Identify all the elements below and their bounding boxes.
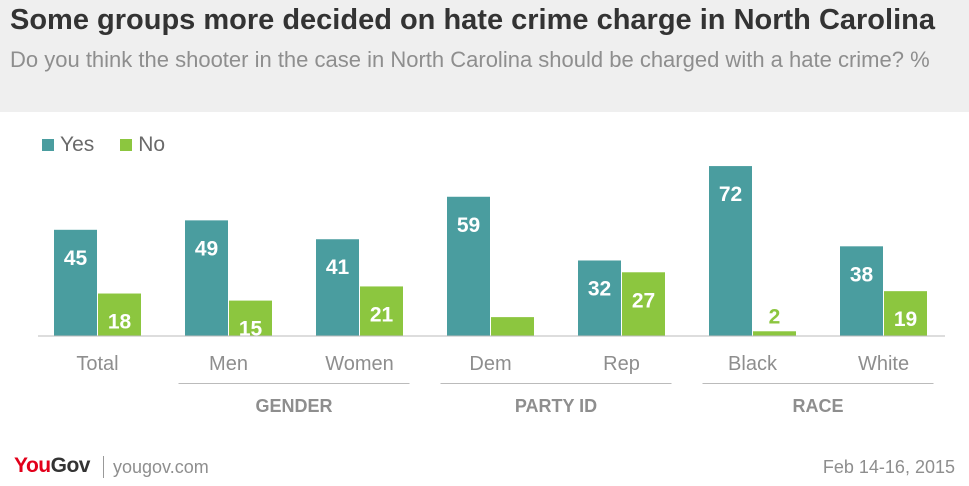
- legend-swatch-yes: [42, 139, 54, 151]
- data-label-yes-dem: 59: [457, 214, 480, 237]
- data-label-yes-women: 41: [326, 256, 350, 279]
- category-label-women: Women: [325, 353, 394, 375]
- category-label-black: Black: [728, 353, 778, 375]
- yougov-logo: YouGov: [14, 454, 90, 478]
- bar-no-rep: [622, 272, 665, 336]
- bar-yes-dem: [447, 196, 490, 336]
- category-label-dem: Dem: [469, 353, 511, 375]
- footer-separator: [103, 456, 104, 478]
- data-label-no-women: 21: [370, 303, 394, 326]
- data-label-no-dem: 8: [507, 334, 519, 357]
- group-label-party-id: PARTY ID: [515, 396, 597, 416]
- data-label-yes-rep: 32: [588, 277, 611, 300]
- bar-yes-white: [840, 246, 883, 336]
- legend-label-yes: Yes: [60, 133, 95, 156]
- data-label-no-black: 2: [769, 305, 781, 328]
- legend: Yes No: [42, 132, 165, 158]
- legend-label-no: No: [138, 133, 166, 156]
- data-label-no-men: 15: [239, 318, 263, 341]
- data-label-no-total: 18: [108, 311, 132, 334]
- bar-no-dem: [491, 317, 534, 336]
- bar-no-black: [753, 331, 796, 336]
- bar-yes-women: [316, 239, 359, 336]
- legend-swatch-no: [120, 139, 133, 151]
- category-label-men: Men: [209, 353, 248, 375]
- bar-yes-men: [185, 220, 228, 336]
- legend-item-yes: Yes: [42, 133, 94, 157]
- bar-yes-black: [709, 166, 752, 336]
- group-label-gender: GENDER: [255, 396, 332, 416]
- header-band: Some groups more decided on hate crime c…: [0, 0, 969, 112]
- bar-no-white: [884, 291, 927, 336]
- bar-yes-rep: [578, 260, 621, 336]
- data-label-yes-total: 45: [64, 247, 88, 270]
- data-label-yes-white: 38: [850, 263, 874, 286]
- footer-date: Feb 14-16, 2015: [822, 457, 955, 477]
- bar-no-men: [229, 300, 272, 336]
- category-label-white: White: [858, 353, 909, 375]
- bar-no-total: [98, 293, 141, 336]
- chart-title: Some groups more decided on hate crime c…: [10, 4, 935, 36]
- footer-url: yougov.com: [113, 457, 209, 477]
- bar-no-women: [360, 286, 403, 336]
- group-label-race: RACE: [792, 396, 843, 416]
- category-label-rep: Rep: [603, 353, 640, 375]
- bar-yes-total: [54, 229, 97, 336]
- logo-you: You: [14, 454, 51, 477]
- data-label-yes-men: 49: [195, 237, 218, 260]
- chart-subtitle: Do you think the shooter in the case in …: [10, 47, 930, 72]
- logo-gov: Gov: [50, 454, 91, 477]
- category-label-total: Total: [76, 353, 118, 375]
- data-label-no-white: 19: [894, 308, 917, 331]
- data-label-yes-black: 72: [719, 183, 742, 206]
- legend-item-no: No: [120, 133, 165, 157]
- data-label-no-rep: 27: [632, 289, 655, 312]
